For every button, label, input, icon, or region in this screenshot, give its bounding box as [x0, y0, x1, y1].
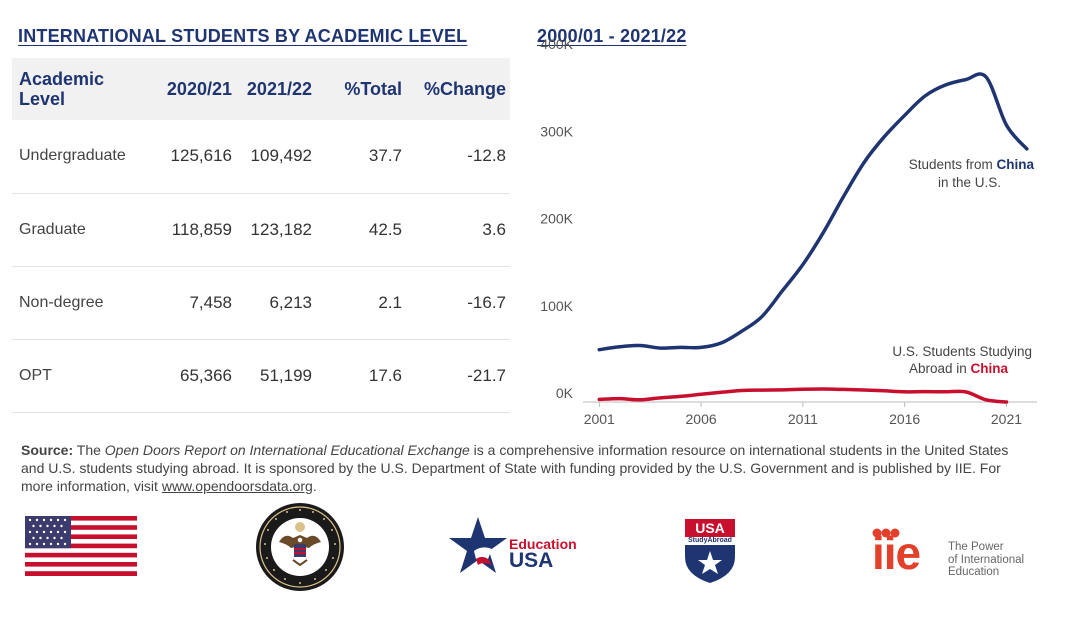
cell-2021-22: 109,492 — [250, 146, 312, 166]
header-pct-change: %Change — [423, 78, 506, 99]
report-title: Open Doors Report on International Educa… — [104, 442, 470, 458]
header-pct-total: %Total — [344, 78, 402, 99]
seal-ring-dots — [264, 509, 336, 584]
table-row: Undergraduate 125,616 109,492 37.7 -12.8 — [12, 120, 510, 193]
usa-study-abroad-shield-icon — [685, 519, 735, 583]
iie-tagline-line1: The Power — [948, 541, 1004, 553]
education-usa-star-icon — [449, 517, 507, 573]
cell-pct-total: 37.7 — [368, 146, 402, 166]
table-row: Graduate 118,859 123,182 42.5 3.6 — [12, 193, 510, 266]
iie-tagline: The Power of International Education — [948, 541, 1024, 579]
table-row: Non-degree 7,458 6,213 2.1 -16.7 — [12, 266, 510, 339]
usa-study-abroad-logo: USA StudyAbroad — [683, 517, 737, 585]
row-level: Undergraduate — [19, 147, 126, 165]
x-axis-ticks: 2001 2006 2011 2016 2021 — [584, 402, 1022, 427]
chart-heading: 2000/01 - 2021/22 — [537, 26, 687, 46]
usa-study-abroad-sub: StudyAbroad — [688, 537, 732, 544]
x-tick-label: 2001 — [584, 411, 615, 427]
source-text: . — [312, 478, 317, 494]
china-students-series-line — [597, 72, 1029, 352]
iie-tagline-line2: of International — [948, 553, 1025, 566]
china-series-annotation-line1: Students from China — [909, 157, 1035, 172]
y-tick-label: 300K — [540, 123, 573, 139]
series-lines — [597, 72, 1029, 404]
education-usa-line2: USA — [509, 549, 554, 572]
china-series-annotation-line2: in the U.S. — [938, 175, 1001, 190]
x-tick-label: 2016 — [889, 411, 920, 427]
table-row: OPT 65,366 51,199 17.6 -21.7 — [12, 339, 510, 412]
iie-dots-icon — [872, 528, 900, 538]
cell-pct-change: 3.6 — [482, 219, 506, 239]
cell-pct-total: 42.5 — [368, 219, 402, 239]
usa-study-abroad-top: USA — [695, 520, 725, 536]
x-tick-label: 2006 — [686, 411, 717, 427]
education-usa-logo: Education USA — [448, 515, 588, 579]
cell-pct-total: 2.1 — [378, 292, 402, 312]
iie-wordmark: iie — [872, 527, 921, 579]
us-flag-logo — [25, 516, 137, 576]
cell-2020-21: 7,458 — [189, 292, 232, 312]
y-tick-label: 0K — [556, 385, 574, 401]
source-text: is a comprehensive information resource … — [21, 442, 1009, 494]
row-level: Graduate — [19, 220, 86, 238]
cell-2020-21: 65,366 — [180, 365, 232, 385]
row-level: Non-degree — [19, 293, 104, 311]
y-tick-label: 400K — [540, 36, 573, 52]
cell-pct-change: -16.7 — [467, 292, 506, 312]
y-tick-label: 200K — [540, 211, 573, 227]
iie-tagline-line3: Education — [948, 566, 1000, 578]
department-of-state-seal-logo — [256, 503, 344, 591]
cell-2021-22: 123,182 — [250, 219, 312, 239]
us-students-abroad-series-line — [597, 387, 1009, 404]
flag-canton — [25, 516, 71, 549]
abroad-series-annotation-line1: U.S. Students Studying — [892, 344, 1032, 359]
header-2020-21: 2020/21 — [166, 78, 232, 99]
source-note: Source: The Open Doors Report on Interna… — [21, 441, 1021, 495]
opendoors-link[interactable]: www.opendoorsdata.org — [161, 478, 313, 494]
y-tick-label: 100K — [540, 298, 573, 314]
cell-2021-22: 51,199 — [260, 365, 312, 385]
flag-stars — [28, 518, 67, 546]
cell-pct-change: -12.8 — [467, 146, 506, 166]
iie-logo: iie The Power of International Education — [872, 524, 1042, 584]
cell-2020-21: 125,616 — [170, 146, 232, 166]
x-tick-label: 2011 — [788, 411, 818, 427]
abroad-series-annotation-line2: Abroad in China — [909, 361, 1009, 376]
row-level: OPT — [19, 366, 52, 384]
table-header-row: Academic Level 2020/21 2021/22 %Total %C… — [12, 58, 510, 120]
academic-level-table: Academic Level 2020/21 2021/22 %Total %C… — [12, 58, 510, 413]
header-2021-22: 2021/22 — [246, 78, 312, 99]
table-heading: INTERNATIONAL STUDENTS BY ACADEMIC LEVEL — [18, 26, 468, 46]
source-label: Source: — [21, 442, 74, 458]
education-usa-line1: Education — [509, 536, 577, 552]
x-tick-label: 2021 — [991, 411, 1022, 427]
source-text: The — [73, 442, 105, 458]
cell-2020-21: 118,859 — [171, 219, 232, 239]
eagle-icon — [279, 522, 321, 567]
cell-2021-22: 6,213 — [269, 292, 312, 312]
cell-pct-change: -21.7 — [467, 365, 506, 385]
y-axis-ticks: 0K 100K 200K 300K 400K — [540, 36, 573, 401]
header-academic-level: Academic Level — [19, 69, 105, 109]
cell-pct-total: 17.6 — [368, 365, 402, 385]
